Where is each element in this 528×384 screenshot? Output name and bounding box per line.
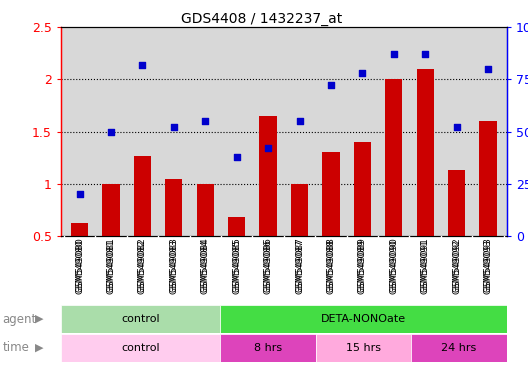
Point	[201, 118, 210, 124]
Point	[452, 124, 461, 131]
Text: GSM549082: GSM549082	[138, 240, 147, 294]
Bar	[316, 334, 411, 362]
Bar	[102, 184, 120, 288]
Bar	[448, 170, 465, 288]
Text: GSM549080: GSM549080	[75, 240, 84, 295]
Point	[264, 145, 272, 151]
Point	[107, 128, 115, 135]
Text: GSM549093: GSM549093	[484, 240, 493, 295]
Bar	[71, 223, 88, 288]
Bar	[354, 142, 371, 288]
Text: GSM549087: GSM549087	[295, 240, 304, 295]
Bar	[61, 305, 220, 333]
Bar	[61, 334, 220, 362]
Point	[421, 51, 429, 57]
Bar	[165, 179, 183, 288]
Bar	[291, 184, 308, 288]
Bar	[134, 156, 151, 288]
Point	[169, 124, 178, 131]
Point	[76, 191, 84, 197]
Text: ▶: ▶	[35, 343, 44, 353]
Bar	[196, 184, 214, 288]
Text: GSM549086: GSM549086	[263, 240, 272, 295]
Text: GSM549084: GSM549084	[201, 240, 210, 294]
Text: agent: agent	[3, 313, 37, 326]
Bar	[385, 79, 402, 288]
Point	[390, 51, 398, 57]
Text: GSM549083: GSM549083	[169, 240, 178, 295]
Point	[232, 154, 241, 160]
Text: 8 hrs: 8 hrs	[254, 343, 282, 353]
Text: time: time	[3, 341, 30, 354]
Bar	[417, 69, 434, 288]
Text: GSM549088: GSM549088	[326, 240, 335, 295]
Text: GSM549092: GSM549092	[452, 240, 461, 294]
Text: GDS4408 / 1432237_at: GDS4408 / 1432237_at	[181, 12, 342, 25]
Point	[484, 66, 492, 72]
Text: GSM549085: GSM549085	[232, 240, 241, 295]
Text: GSM549081: GSM549081	[107, 240, 116, 295]
Text: 15 hrs: 15 hrs	[346, 343, 381, 353]
Point	[358, 70, 366, 76]
Point	[327, 83, 335, 89]
Bar	[220, 334, 316, 362]
Bar	[411, 334, 507, 362]
Text: GSM549091: GSM549091	[421, 240, 430, 295]
Text: DETA-NONOate: DETA-NONOate	[321, 314, 406, 324]
Text: control: control	[121, 314, 159, 324]
Text: GSM549090: GSM549090	[389, 240, 398, 295]
Point	[295, 118, 304, 124]
Bar	[228, 217, 246, 288]
Text: ▶: ▶	[35, 314, 44, 324]
Text: control: control	[121, 343, 159, 353]
Bar	[479, 121, 497, 288]
Bar	[259, 116, 277, 288]
Point	[138, 61, 147, 68]
Text: GSM549089: GSM549089	[358, 240, 367, 295]
Bar	[322, 152, 340, 288]
Text: 24 hrs: 24 hrs	[441, 343, 477, 353]
Bar	[220, 305, 507, 333]
